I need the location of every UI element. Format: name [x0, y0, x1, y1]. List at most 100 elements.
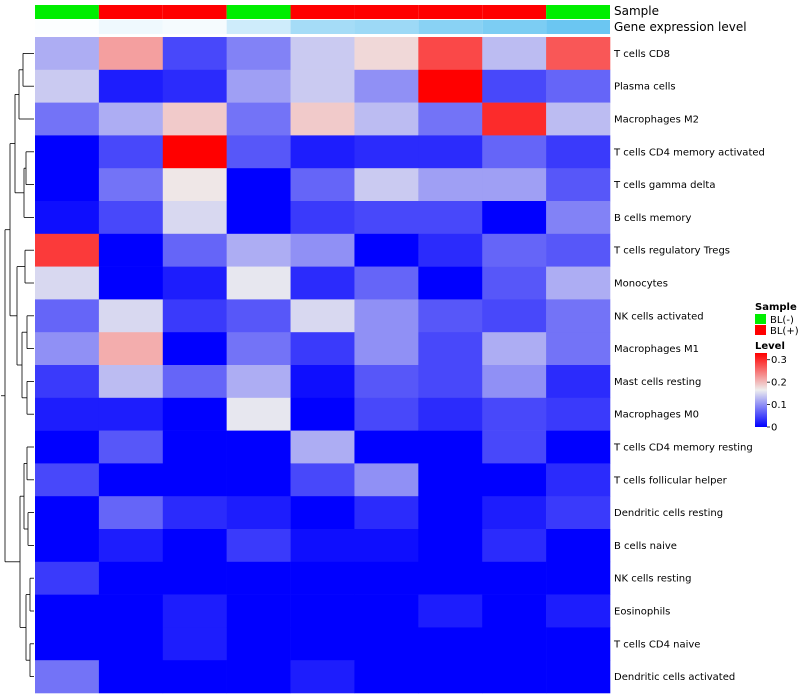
- heatmap-cell: [290, 168, 355, 202]
- expression-annotation-cell: [354, 20, 419, 34]
- heatmap-cell: [354, 168, 419, 202]
- heatmap-cell: [354, 135, 419, 169]
- heatmap-cell: [162, 69, 227, 103]
- heatmap-cell: [546, 365, 611, 399]
- heatmap-cell: [226, 37, 291, 71]
- level-legend-tick-label: 0: [771, 423, 777, 434]
- level-color-bar: [755, 353, 767, 427]
- heatmap-cell: [226, 266, 291, 300]
- heatmap-cell: [546, 332, 611, 366]
- heatmap-cell: [482, 266, 547, 300]
- heatmap-cell: [98, 233, 164, 267]
- row-label: B cells memory: [614, 213, 691, 224]
- row-label: T cells CD8: [613, 49, 670, 60]
- heatmap-cell: [226, 430, 291, 464]
- expression-annotation-cell: [546, 20, 610, 34]
- heatmap-cell: [546, 463, 611, 497]
- heatmap-cell: [418, 135, 483, 169]
- heatmap-cell: [35, 102, 100, 136]
- heatmap-cell: [35, 365, 100, 399]
- heatmap-cell: [290, 529, 355, 563]
- heatmap-cell: [418, 102, 483, 136]
- heatmap-cell: [290, 233, 355, 267]
- row-labels: T cells CD8 Plasma cells Macrophages M2 T c…: [613, 49, 765, 683]
- heatmap-cell: [98, 627, 164, 661]
- heatmap-cell: [418, 594, 483, 628]
- heatmap-cell: [546, 496, 611, 530]
- heatmap-cell: [162, 430, 227, 464]
- heatmap-cell: [482, 365, 547, 399]
- heatmap-cell: [482, 135, 547, 169]
- heatmap-cell: [290, 201, 355, 235]
- expression-annotation-cell: [418, 20, 483, 34]
- heatmap-cell: [482, 102, 547, 136]
- row-label: NK cells resting: [614, 574, 691, 585]
- heatmap-cell: [162, 496, 227, 530]
- row-label: Dendritic cells activated: [614, 672, 735, 683]
- heatmap-cell: [162, 594, 227, 628]
- heatmap-cell: [354, 299, 419, 333]
- level-legend-tick-label: 0.2: [771, 378, 787, 389]
- heatmap-cell: [162, 266, 227, 300]
- row-label: T cells regulatory Tregs: [613, 246, 730, 257]
- heatmap-cell: [418, 365, 483, 399]
- heatmap-cell: [226, 365, 291, 399]
- heatmap-cell: [354, 332, 419, 366]
- heatmap-cell: [482, 627, 547, 661]
- heatmap-cell: [482, 69, 547, 103]
- heatmap-cell: [546, 397, 611, 431]
- heatmap-cell: [162, 365, 227, 399]
- heatmap-cell: [290, 69, 355, 103]
- heatmap-cell: [354, 660, 419, 694]
- row-label: Monocytes: [614, 279, 668, 290]
- level-legend-tick-label: 0.1: [771, 400, 787, 411]
- heatmap-cell: [482, 496, 547, 530]
- heatmap-cell: [354, 37, 419, 71]
- sample-annotation-cell: [98, 5, 163, 19]
- heatmap-cell: [290, 430, 355, 464]
- heatmap-cell: [290, 463, 355, 497]
- heatmap-cell: [290, 37, 355, 71]
- heatmap-cell: [98, 365, 164, 399]
- level-legend-tick-label: 0.3: [771, 355, 787, 366]
- row-label: T cells follicular helper: [613, 475, 728, 486]
- heatmap-cell: [35, 266, 100, 300]
- heatmap-cell: [35, 496, 100, 530]
- row-label: T cells CD4 memory activated: [613, 147, 765, 158]
- heatmap-cell: [35, 430, 100, 464]
- heatmap-cell: [546, 201, 611, 235]
- heatmap-cell: [290, 627, 355, 661]
- heatmap-cell: [482, 660, 547, 694]
- sample-legend-title: Sample: [755, 302, 797, 313]
- row-label: B cells naive: [614, 541, 677, 552]
- heatmap-cell: [98, 102, 164, 136]
- heatmap-cell: [290, 660, 355, 694]
- heatmap-cell: [98, 529, 164, 563]
- heatmap-cell: [98, 660, 164, 694]
- sample-annotation-cell: [354, 5, 419, 19]
- sample-annotation-cell: [482, 5, 547, 19]
- heatmap-cell: [226, 397, 291, 431]
- heatmap-cell: [418, 69, 483, 103]
- expression-annotation-cell: [98, 20, 163, 34]
- heatmap-cell: [482, 233, 547, 267]
- heatmap-cell: [35, 627, 100, 661]
- row-label: Macrophages M0: [614, 410, 699, 421]
- heatmap-cell: [226, 102, 291, 136]
- heatmap-cell: [418, 266, 483, 300]
- heatmap-cell: [418, 397, 483, 431]
- heatmap-cell: [162, 37, 227, 71]
- heatmap-cell: [98, 37, 164, 71]
- heatmap-cell: [482, 463, 547, 497]
- heatmap-cell: [226, 332, 291, 366]
- heatmap-cell: [35, 37, 100, 71]
- heatmap-cell: [98, 266, 164, 300]
- heatmap-cell: [418, 529, 483, 563]
- heatmap-cell: [226, 168, 291, 202]
- heatmap-cell: [290, 266, 355, 300]
- heatmap-cell: [35, 201, 100, 235]
- heatmap-cell: [290, 135, 355, 169]
- heatmap-cell: [162, 561, 227, 595]
- heatmap-cell: [98, 397, 164, 431]
- heatmap-cell: [226, 627, 291, 661]
